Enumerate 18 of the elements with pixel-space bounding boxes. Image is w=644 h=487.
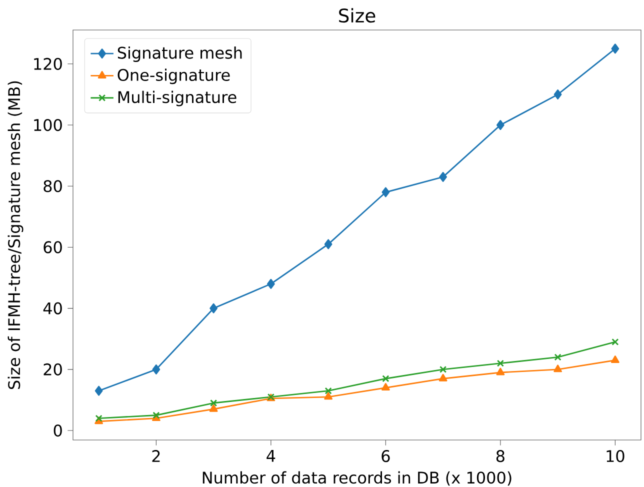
- y-tick-label: 20: [44, 363, 62, 376]
- y-tick-label: 80: [44, 180, 62, 192]
- y-tick-label: 60: [44, 241, 62, 254]
- x-tick-label: 10: [606, 450, 624, 462]
- chart-title: Size: [339, 8, 376, 23]
- y-tick-label: 100: [34, 118, 62, 132]
- y-tick-label: 0: [54, 424, 62, 437]
- x-tick-label: 6: [382, 450, 390, 462]
- x-axis-title: Number of data records in DB (x 1000): [202, 471, 512, 486]
- x-tick-label: 4: [266, 450, 276, 462]
- legend-label: Signature mesh: [118, 46, 242, 62]
- y-axis-title: Size of IFMH-tree/Signature mesh (MB): [8, 81, 24, 389]
- legend-label: One-signature: [118, 68, 230, 84]
- legend-label: Multi-signature: [118, 90, 236, 106]
- x-tick-label: 2: [152, 450, 160, 462]
- x-tick-label: 8: [496, 450, 504, 462]
- y-tick-label: 40: [43, 302, 62, 314]
- y-tick-label: 120: [34, 58, 62, 70]
